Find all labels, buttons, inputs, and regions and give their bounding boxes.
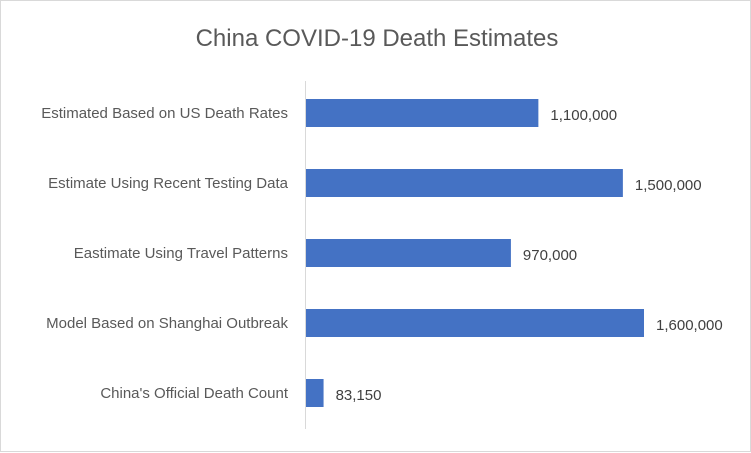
bar: [306, 239, 511, 267]
category-label: China's Official Death Count: [100, 385, 289, 402]
category-label: Estimated Based on US Death Rates: [41, 105, 288, 122]
data-label: 1,100,000: [550, 107, 617, 124]
category-label: Estimate Using Recent Testing Data: [48, 175, 288, 192]
chart-title: China COVID-19 Death Estimates: [196, 25, 559, 52]
data-label: 1,600,000: [656, 317, 723, 334]
category-label: Eastimate Using Travel Patterns: [74, 245, 288, 262]
bar: [306, 309, 644, 337]
bar: [306, 379, 324, 407]
bar: [306, 99, 539, 127]
data-label: 970,000: [523, 247, 577, 264]
data-label: 1,500,000: [635, 177, 702, 194]
data-label: 83,150: [336, 387, 382, 404]
bar: [306, 169, 623, 197]
category-label: Model Based on Shanghai Outbreak: [46, 315, 288, 332]
